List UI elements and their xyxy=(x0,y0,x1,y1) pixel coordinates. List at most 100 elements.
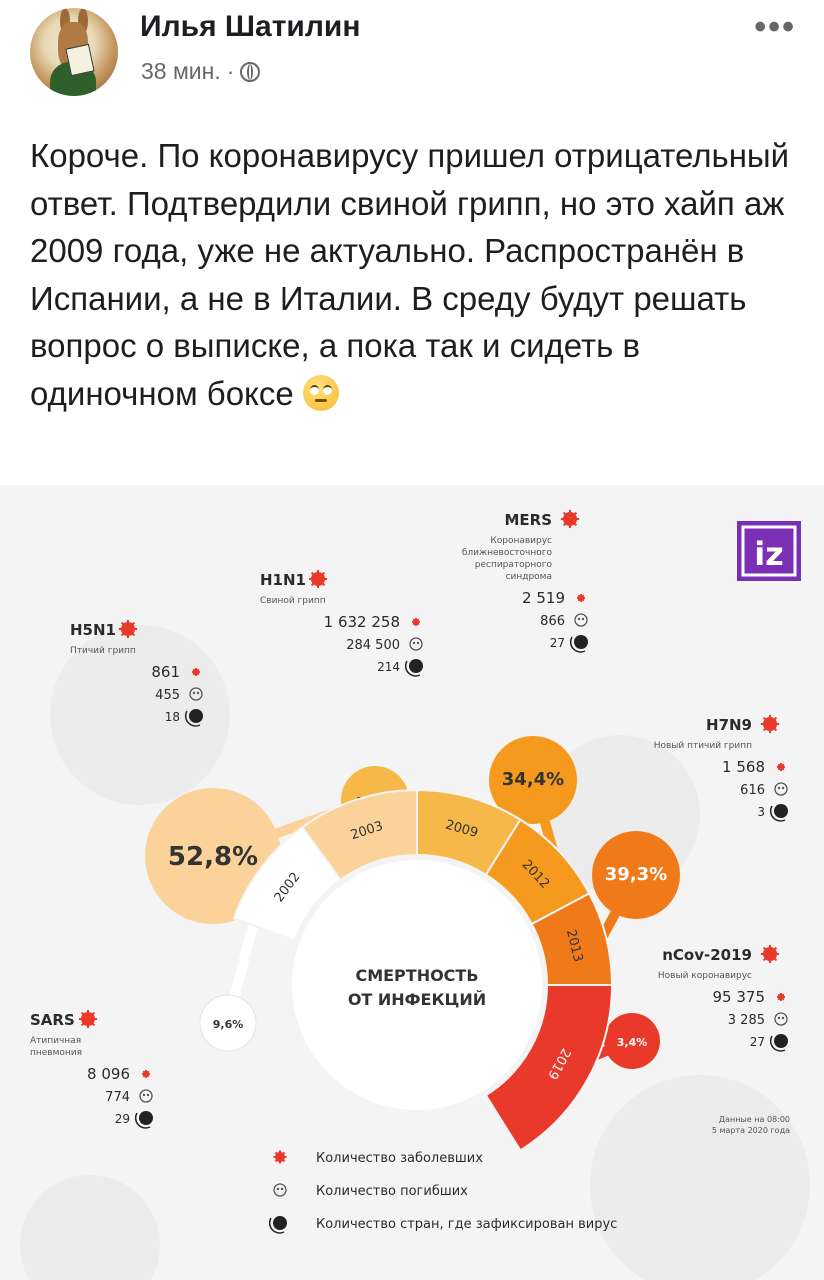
virus-body xyxy=(121,622,135,636)
legend-item: Количество заболевших xyxy=(273,1150,483,1166)
globe-stand xyxy=(569,636,586,653)
skull-icon xyxy=(774,782,788,796)
skull-eye xyxy=(276,1187,280,1191)
skull-eye xyxy=(192,691,196,695)
virus-description: Свиной грипп xyxy=(260,596,326,606)
virus-description: Новый коронавирус xyxy=(658,971,752,981)
skull-eye xyxy=(416,641,420,645)
virus-body xyxy=(275,1152,285,1162)
skull-outline xyxy=(774,1012,788,1026)
virus-name: H5N1 xyxy=(70,621,116,639)
avatar-sign xyxy=(65,43,95,77)
iz-logo-text: iz xyxy=(754,535,784,573)
avatar-ear xyxy=(60,8,70,34)
skull-icon xyxy=(139,1089,153,1103)
virus-description: Атипичная xyxy=(30,1036,81,1046)
deaths-value: 3 285 xyxy=(728,1013,765,1028)
post-body: Короче. По коронавирусу пришел отрицател… xyxy=(30,132,800,417)
virus-description: ближневосточного xyxy=(462,548,553,558)
skull-icon xyxy=(574,613,588,627)
virus-icon xyxy=(78,1009,98,1029)
legend-item: Количество стран, где зафиксирован вирус xyxy=(268,1216,617,1234)
countries-value: 27 xyxy=(750,1035,765,1049)
globe-ball xyxy=(189,709,203,723)
virus-icon xyxy=(118,619,138,639)
globe-icon xyxy=(268,1216,287,1234)
globe-ball xyxy=(774,1034,788,1048)
virus-body xyxy=(778,764,784,770)
skull-eye xyxy=(781,1016,785,1020)
skull-eye xyxy=(412,641,416,645)
post-time[interactable]: 38 мин. xyxy=(141,58,221,84)
virus-icon xyxy=(777,993,785,1001)
virus-body xyxy=(81,1012,95,1026)
virus-description: синдрома xyxy=(506,572,552,582)
background-virus-shape xyxy=(590,1075,810,1280)
virus-body xyxy=(578,595,584,601)
virus-icon xyxy=(412,618,420,626)
virus-description: Новый птичий грипп xyxy=(654,741,752,751)
mortality-label: 34,4% xyxy=(502,769,564,790)
virus-icon xyxy=(273,1150,287,1164)
deaths-value: 455 xyxy=(155,688,180,703)
legend-label: Количество погибших xyxy=(316,1184,468,1199)
countries-value: 18 xyxy=(165,710,180,724)
mortality-label: 39,3% xyxy=(605,864,667,885)
skull-outline xyxy=(139,1089,153,1103)
avatar[interactable] xyxy=(30,8,118,96)
virus-name: MERS xyxy=(504,511,552,529)
center-title: СМЕРТНОСТЬ xyxy=(355,966,478,985)
info-block: H5N1 Птичий грипп 861 455 18 xyxy=(70,619,203,727)
countries-value: 29 xyxy=(115,1112,130,1126)
skull-icon xyxy=(409,637,423,651)
virus-icon xyxy=(760,944,780,964)
globe-ball xyxy=(574,635,588,649)
virus-body xyxy=(413,619,419,625)
deaths-value: 774 xyxy=(105,1090,130,1105)
center-circle xyxy=(292,860,542,1110)
skull-icon xyxy=(774,1012,788,1026)
virus-name: H7N9 xyxy=(706,716,752,734)
skull-eye xyxy=(781,786,785,790)
skull-icon xyxy=(273,1183,287,1197)
cases-value: 2 519 xyxy=(522,589,565,607)
info-block: H1N1 Свиной грипп 1 632 258 284 500 214 xyxy=(260,569,423,677)
iz-logo xyxy=(737,521,801,581)
legend-label: Количество заболевших xyxy=(316,1151,483,1166)
virus-icon xyxy=(760,714,780,734)
skull-eye xyxy=(142,1093,146,1097)
globe-stand xyxy=(404,660,421,677)
more-options-button[interactable]: ••• xyxy=(754,8,796,46)
ring-segment xyxy=(484,984,614,1152)
virus-icon xyxy=(308,569,328,589)
globe-icon xyxy=(769,1034,788,1052)
mortality-label: 52,8% xyxy=(168,842,258,872)
mortality-bubble xyxy=(592,831,680,919)
cases-value: 861 xyxy=(151,663,180,681)
countries-value: 3 xyxy=(757,805,765,819)
countries-value: 214 xyxy=(377,660,400,674)
countries-value: 27 xyxy=(550,636,565,650)
skull-outline xyxy=(409,637,423,651)
author-name[interactable]: Илья Шатилин xyxy=(140,10,361,43)
virus-icon xyxy=(577,594,585,602)
globe-ball xyxy=(409,659,423,673)
virus-body xyxy=(143,1071,149,1077)
skull-icon xyxy=(189,687,203,701)
center-subtitle: ОТ ИНФЕКЦИЙ xyxy=(348,990,486,1009)
skull-eye xyxy=(777,1016,781,1020)
cases-value: 95 375 xyxy=(713,988,766,1006)
deaths-value: 284 500 xyxy=(346,638,400,653)
deaths-value: 866 xyxy=(540,614,565,629)
globe-icon xyxy=(404,659,423,677)
legend-item: Количество погибших xyxy=(273,1183,468,1199)
virus-icon xyxy=(560,509,580,529)
virus-icon xyxy=(142,1070,150,1078)
skull-outline xyxy=(189,687,203,701)
virus-body xyxy=(311,572,325,586)
globe-ball xyxy=(139,1111,153,1125)
globe-ball xyxy=(774,804,788,818)
virus-body xyxy=(763,717,777,731)
virus-icon xyxy=(777,763,785,771)
background-virus-shape xyxy=(50,625,230,805)
